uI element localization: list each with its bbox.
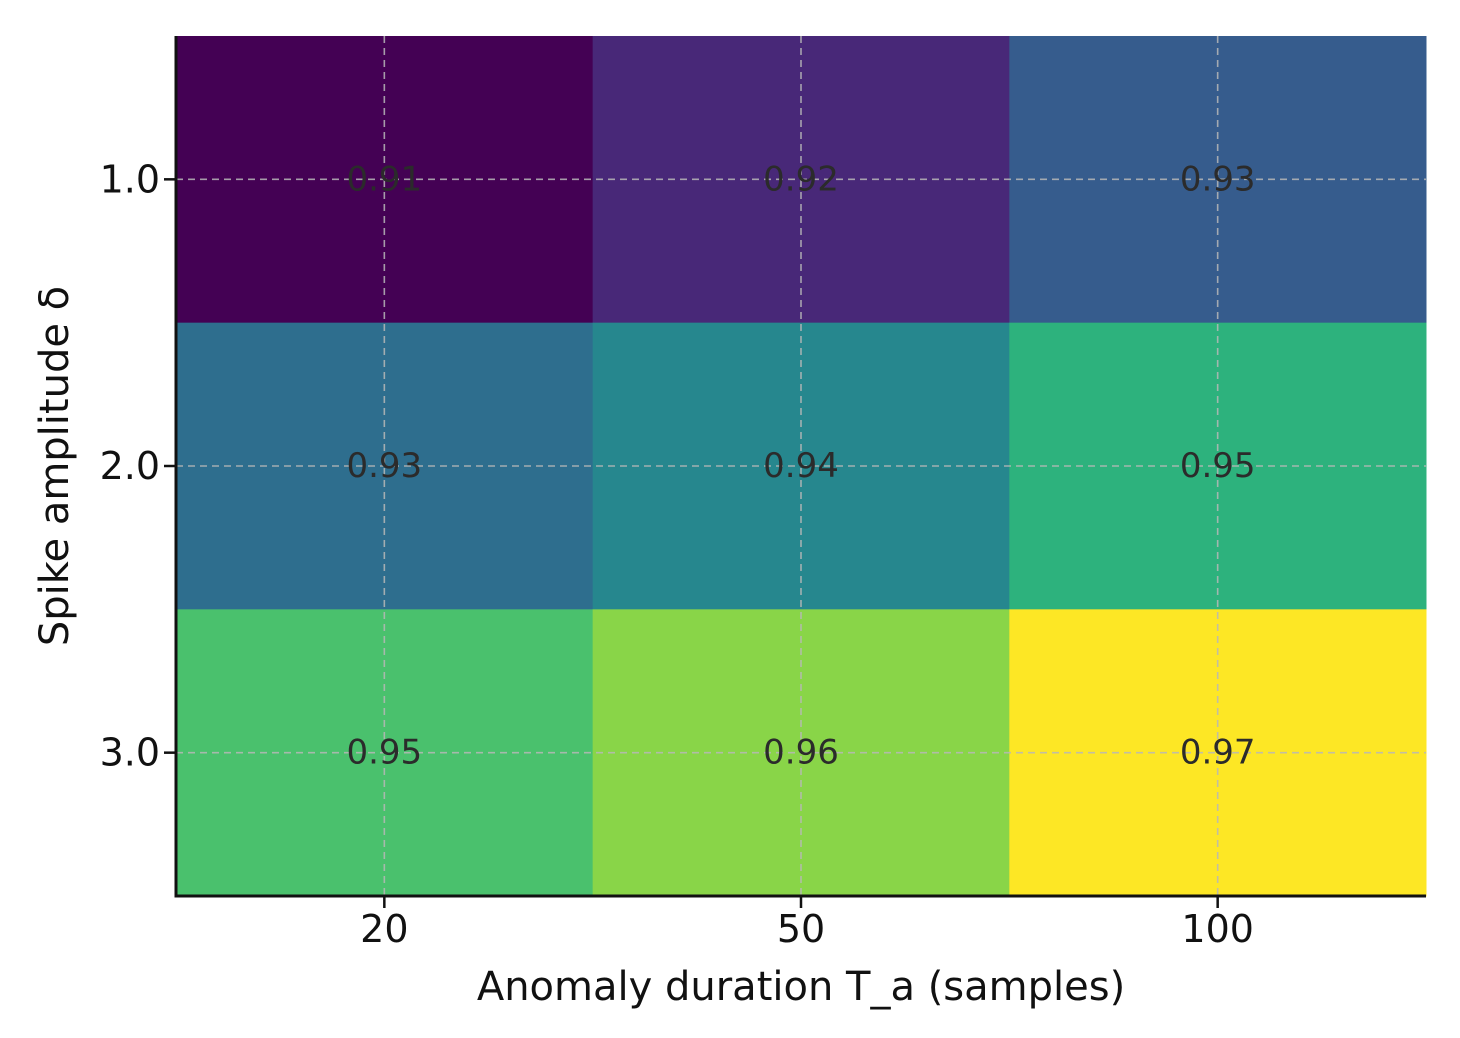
cell-value-label: 0.95 <box>1180 446 1256 486</box>
ticks: 20 50 100 1.0 2.0 3.0 <box>100 157 1254 951</box>
cell-value-label: 0.97 <box>1180 733 1256 773</box>
y-tick-label: 3.0 <box>100 731 160 775</box>
x-tick-label: 100 <box>1181 907 1254 951</box>
cell-value-label: 0.93 <box>346 446 422 486</box>
cell-value-label: 0.92 <box>763 159 839 199</box>
y-tick-label: 2.0 <box>100 444 160 488</box>
cell-value-label: 0.96 <box>763 733 839 773</box>
x-tick-label: 50 <box>777 907 825 951</box>
x-tick-label: 20 <box>360 907 408 951</box>
cell-value-label: 0.95 <box>346 733 422 773</box>
y-tick-label: 1.0 <box>100 157 160 201</box>
cell-value-label: 0.91 <box>346 159 422 199</box>
x-axis-label: Anomaly duration T_a (samples) <box>477 964 1125 1010</box>
cell-value-label: 0.93 <box>1180 159 1256 199</box>
cell-value-labels: 0.91 0.92 0.93 0.93 0.94 0.95 0.95 0.96 0.97 <box>346 159 1255 772</box>
cell-value-label: 0.94 <box>763 446 839 486</box>
gridlines <box>176 36 1426 896</box>
y-axis-label: Spike amplitude δ <box>32 286 78 646</box>
